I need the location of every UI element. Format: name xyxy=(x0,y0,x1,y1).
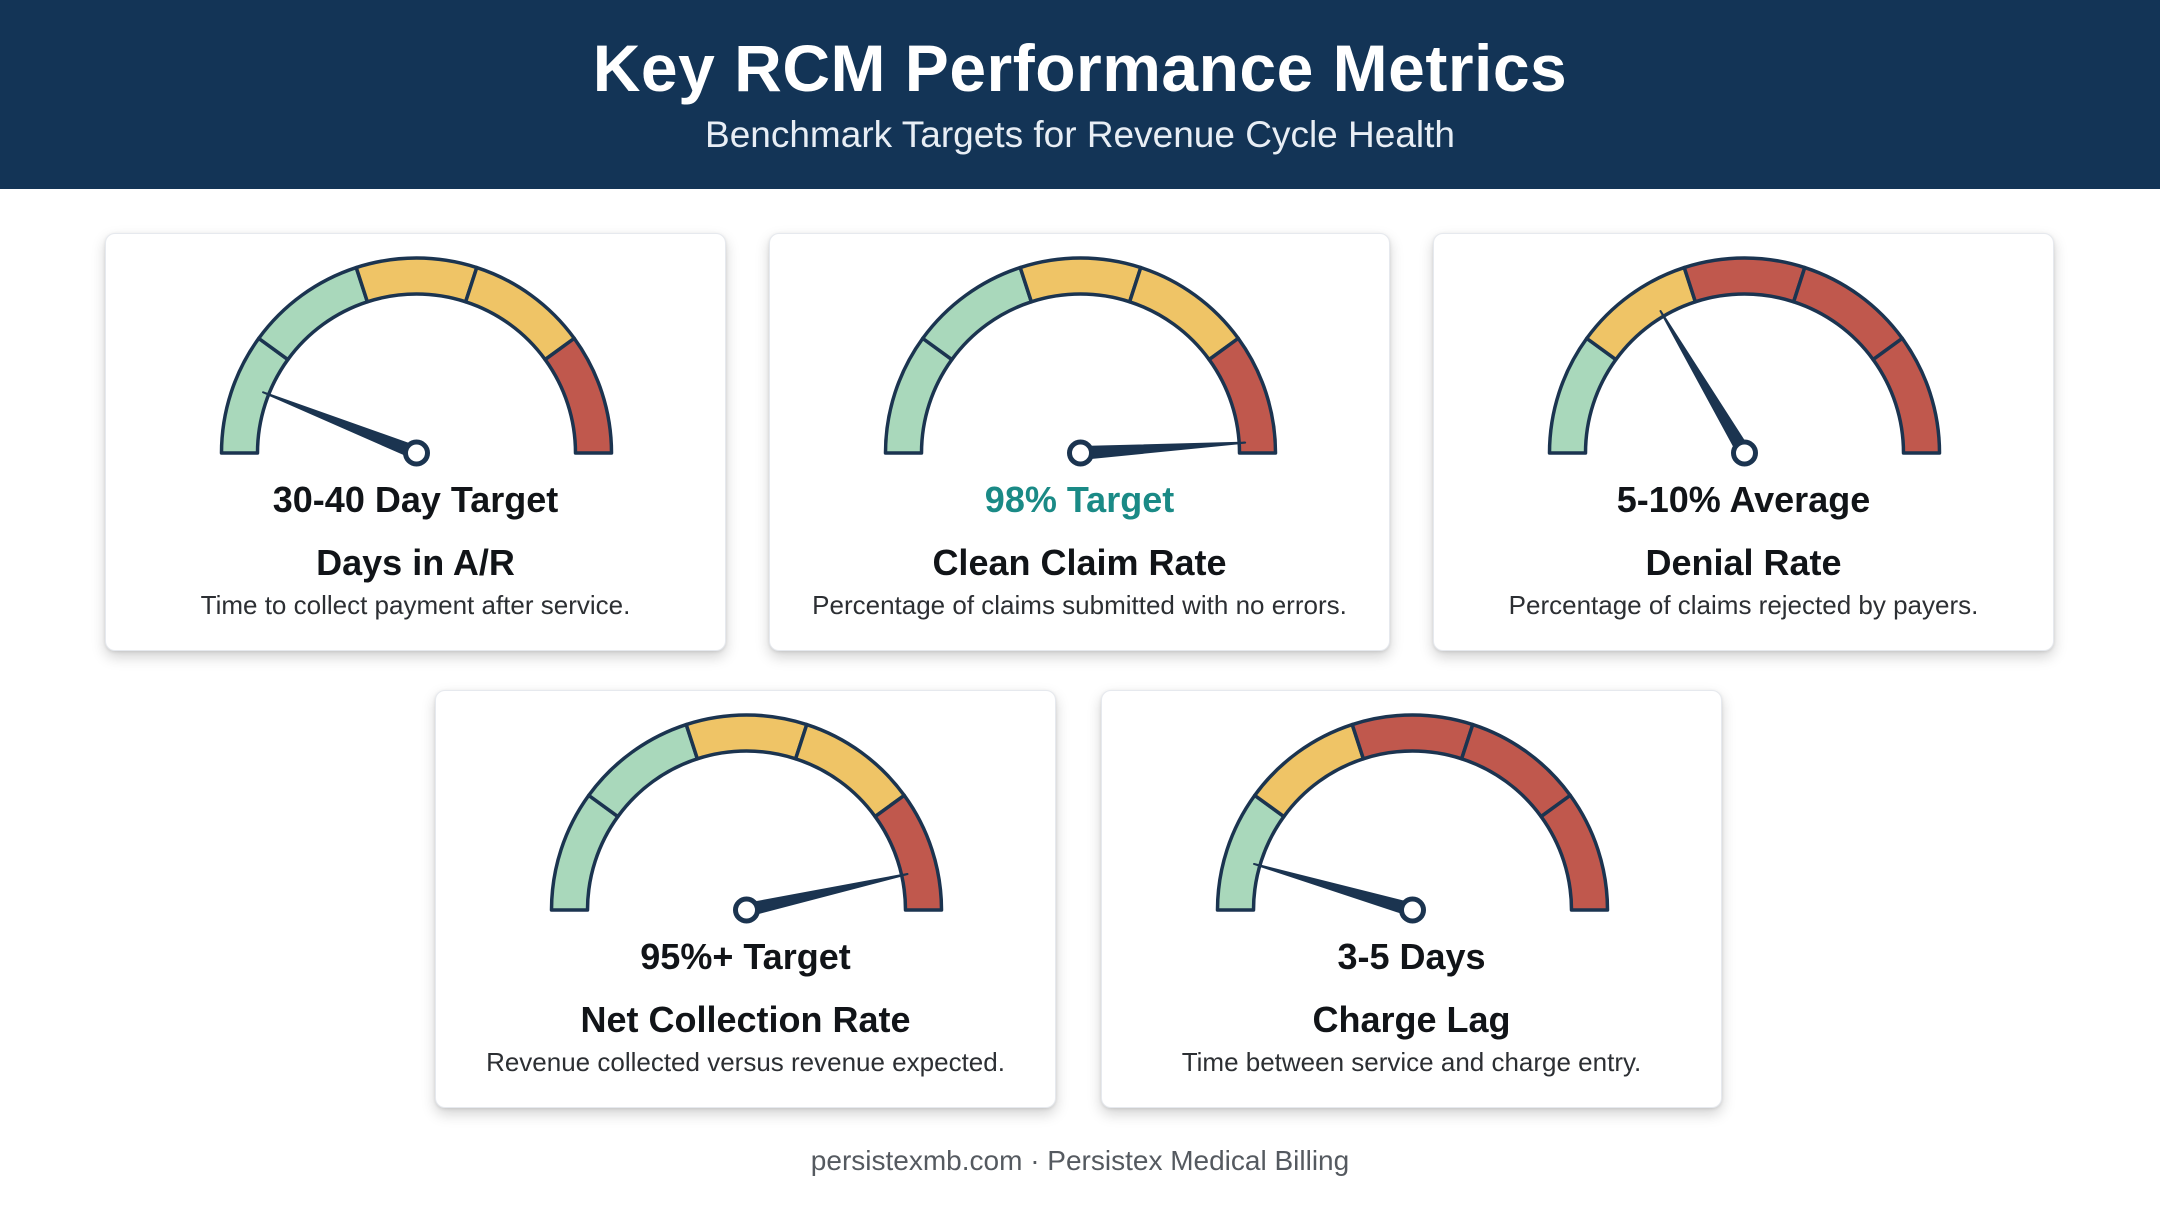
gauge-zone-yellow xyxy=(793,722,907,819)
gauge-needle xyxy=(262,391,420,460)
gauge-zone-red xyxy=(1459,722,1573,819)
gauge-zone-yellow xyxy=(354,256,479,304)
gauge-hub xyxy=(733,896,760,924)
page-title: Key RCM Performance Metrics xyxy=(592,31,1568,105)
gauge-zone-green xyxy=(549,793,620,912)
gauge-hub xyxy=(403,439,430,467)
metric-target: 5-10% Average xyxy=(1616,479,1871,520)
header-banner: Key RCM Performance Metrics Benchmark Ta… xyxy=(0,0,2160,189)
gauge-zone-green xyxy=(219,336,290,455)
metric-description: Time to collect payment after service. xyxy=(200,590,631,620)
gauge-zone-red xyxy=(873,793,944,912)
metric-name: Days in A/R xyxy=(316,542,515,583)
metric-description: Time between service and charge entry. xyxy=(1181,1047,1642,1077)
metric-card-net-collection-rate: 95%+ Target Net Collection Rate Revenue … xyxy=(435,690,1056,1108)
metric-card-days-in-ar: 30-40 Day Target Days in A/R Time to col… xyxy=(105,233,726,651)
gauge-hub xyxy=(1731,439,1758,467)
page-subtitle: Benchmark Targets for Revenue Cycle Heal… xyxy=(705,114,1455,155)
gauge-needle xyxy=(1253,862,1416,917)
gauge-zone-red xyxy=(1791,265,1905,362)
metric-description: Percentage of claims rejected by payers. xyxy=(1508,590,1979,620)
metric-target: 98% Target xyxy=(984,479,1175,520)
gauge-zone-yellow xyxy=(1018,256,1143,304)
gauge-zone-green xyxy=(586,722,700,819)
gauge-needle xyxy=(1079,441,1247,460)
gauge-zone-green xyxy=(1215,793,1286,912)
metric-name: Net Collection Rate xyxy=(580,999,911,1040)
gauge-icon xyxy=(883,256,1278,467)
gauge-zone-green xyxy=(920,265,1034,362)
gauge-zone-red xyxy=(1539,793,1610,912)
metric-target: 30-40 Day Target xyxy=(272,479,559,520)
metric-card-charge-lag: 3-5 Days Charge Lag Time between service… xyxy=(1101,690,1722,1108)
gauge-zone-red xyxy=(1682,256,1807,304)
gauge-hub xyxy=(1067,439,1094,467)
gauge-zone-green xyxy=(1547,336,1618,455)
footer-credit: persistexmb.com · Persistex Medical Bill… xyxy=(810,1145,1350,1176)
gauge-zone-green xyxy=(256,265,370,362)
gauge-zone-red xyxy=(1207,336,1278,455)
metric-name: Denial Rate xyxy=(1645,542,1842,583)
metric-target: 95%+ Target xyxy=(640,936,851,977)
gauge-zone-yellow xyxy=(463,265,577,362)
metric-target: 3-5 Days xyxy=(1337,936,1486,977)
gauge-zone-red xyxy=(543,336,614,455)
gauge-icon xyxy=(219,256,614,467)
gauge-zone-red xyxy=(1350,713,1475,761)
gauge-zone-yellow xyxy=(1127,265,1241,362)
metric-name: Charge Lag xyxy=(1312,999,1511,1040)
gauge-zone-yellow xyxy=(1252,722,1366,819)
metric-card-denial-rate: 5-10% Average Denial Rate Percentage of … xyxy=(1433,233,2054,651)
gauge-zone-yellow xyxy=(684,713,809,761)
gauge-icon xyxy=(1547,256,1942,467)
metric-card-clean-claim-rate: 98% Target Clean Claim Rate Percentage o… xyxy=(769,233,1390,651)
gauge-zone-red xyxy=(1871,336,1942,455)
metric-description: Revenue collected versus revenue expecte… xyxy=(486,1047,1005,1077)
metric-description: Percentage of claims submitted with no e… xyxy=(812,590,1347,620)
gauge-zone-green xyxy=(883,336,954,455)
gauge-icon xyxy=(549,713,944,924)
gauge-needle xyxy=(1659,309,1751,458)
metric-name: Clean Claim Rate xyxy=(932,542,1227,583)
gauge-hub xyxy=(1399,896,1426,924)
gauge-needle xyxy=(744,873,909,917)
gauge-icon xyxy=(1215,713,1610,924)
